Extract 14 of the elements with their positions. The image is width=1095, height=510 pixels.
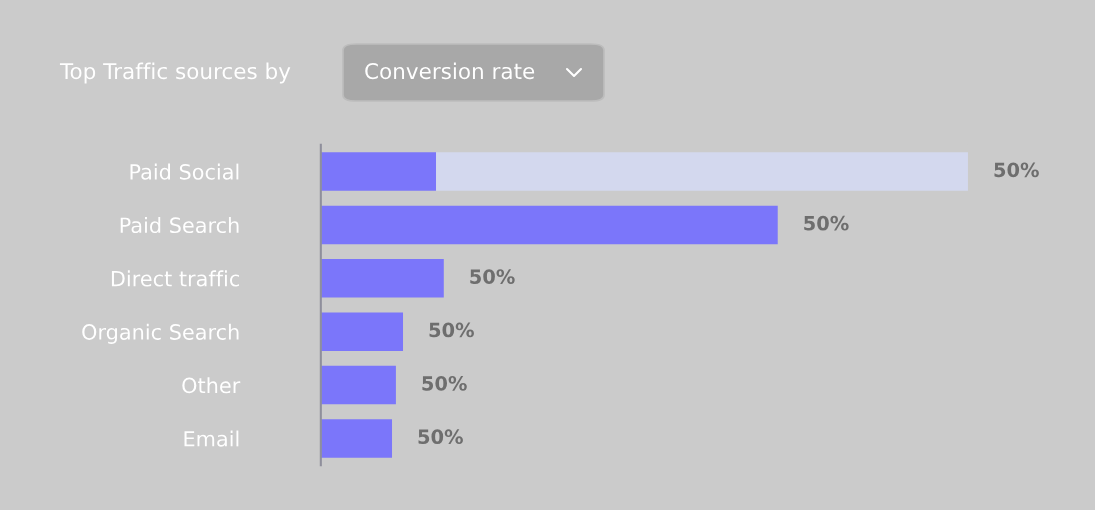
annotation: 50% xyxy=(994,162,1039,178)
annotation: 50% xyxy=(429,322,474,338)
bar xyxy=(320,152,437,191)
bar xyxy=(436,152,968,191)
bar xyxy=(320,419,393,458)
bar xyxy=(320,205,778,245)
annotation: 50% xyxy=(418,429,463,445)
bar xyxy=(320,312,404,351)
annotation: 50% xyxy=(422,375,467,391)
chart-subtitle: Conversion rate xyxy=(365,62,535,80)
bar xyxy=(320,259,444,298)
bar xyxy=(320,365,396,405)
annotation: 50% xyxy=(804,215,849,231)
annotation: 50% xyxy=(470,269,515,284)
